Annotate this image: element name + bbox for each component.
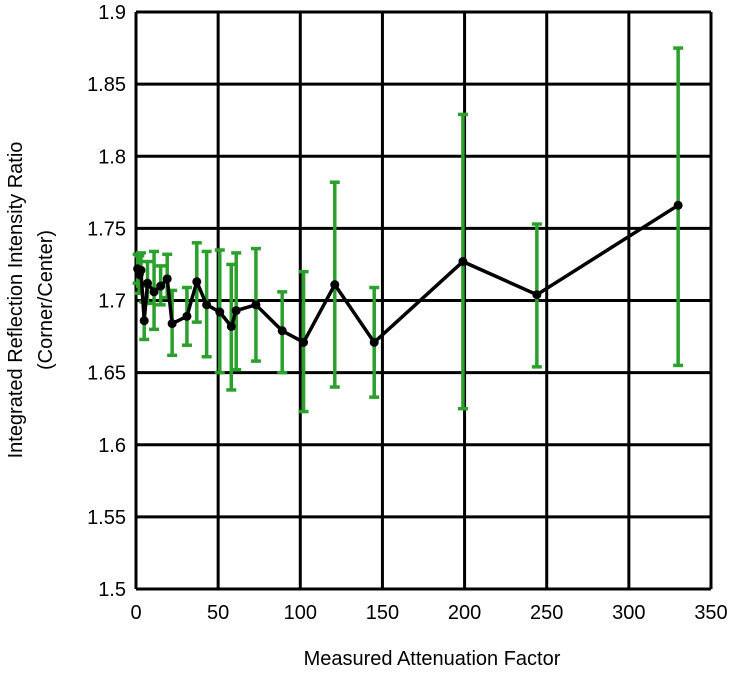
x-tick-label: 150 [366, 602, 399, 624]
y-tick-label: 1.75 [87, 218, 126, 240]
data-point [156, 281, 166, 291]
y-tick-label: 1.5 [98, 579, 126, 601]
x-tick-label: 300 [612, 602, 645, 624]
y-tick-label: 1.8 [98, 146, 126, 168]
y-tick-label: 1.65 [87, 363, 126, 385]
data-point [532, 290, 542, 300]
data-point [139, 316, 149, 326]
data-point [143, 278, 152, 288]
data-point [673, 200, 683, 210]
y-tick-label: 1.55 [87, 507, 126, 529]
x-axis-label: Measured Attenuation Factor [304, 648, 561, 670]
y-tick-label: 1.6 [98, 435, 126, 457]
data-point [192, 277, 202, 287]
x-tick-label: 350 [694, 602, 727, 624]
data-point [458, 257, 468, 267]
data-point [182, 311, 192, 321]
x-tick-labels: 0 50 100 150 200 250 300 350 [130, 602, 727, 624]
x-tick-label: 0 [130, 602, 141, 624]
x-tick-label: 50 [207, 602, 229, 624]
data-point [136, 265, 146, 275]
y-tick-label: 1.9 [98, 2, 126, 24]
data-point [251, 300, 261, 310]
grid [134, 10, 713, 591]
data-point [202, 300, 212, 310]
y-tick-label: 1.85 [87, 74, 126, 96]
y-tick-labels: 1.5 1.55 1.6 1.65 1.7 1.75 1.8 1.85 1.9 [87, 2, 126, 601]
data-point [277, 326, 287, 336]
y-axis-label-line2: (Corner/Center) [35, 230, 57, 370]
data-point [149, 287, 159, 297]
data-point [162, 274, 172, 284]
x-tick-label: 100 [284, 602, 317, 624]
data-point [299, 337, 309, 347]
data-markers [133, 200, 683, 347]
data-point [215, 307, 225, 317]
x-tick-label: 200 [448, 602, 481, 624]
y-tick-label: 1.7 [98, 291, 126, 313]
data-point [330, 280, 340, 290]
y-axis-label: Integrated Reflection Intensity Ratio (C… [5, 142, 57, 459]
data-point [231, 306, 241, 316]
y-axis-label-line1: Integrated Reflection Intensity Ratio [5, 142, 27, 459]
data-point [226, 321, 236, 331]
data-point [369, 337, 379, 347]
data-point [167, 319, 177, 329]
x-tick-label: 250 [530, 602, 563, 624]
